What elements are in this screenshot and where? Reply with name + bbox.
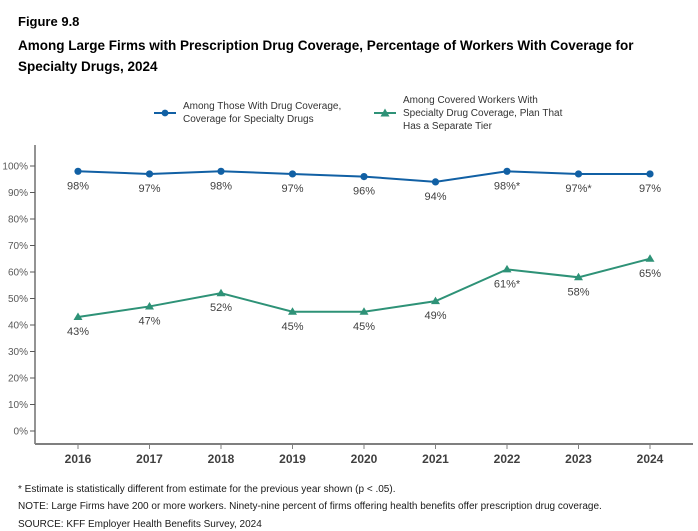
y-axis-tick-label: 70%	[8, 241, 28, 252]
x-axis-tick-label: 2018	[208, 452, 235, 466]
data-point-triangle-marker	[574, 272, 583, 281]
line-chart: 0% 10% 20% 30% 40% 50% 60% 70% 80% 90% 100% 2016 201…	[0, 137, 698, 477]
y-axis-tick-label: 100%	[2, 161, 28, 172]
data-point-label: 98%	[67, 180, 89, 192]
chart-plot-area: 0% 10% 20% 30% 40% 50% 60% 70% 80% 90% 100% 2016 201…	[2, 144, 693, 466]
data-point-triangle-marker	[502, 264, 512, 273]
data-point-label: 45%	[353, 321, 375, 333]
data-point-label: 45%	[281, 321, 303, 333]
legend-label: Among Covered Workers With Specialty Dru…	[403, 94, 563, 132]
data-point-triangle-marker	[216, 288, 226, 297]
footnote-source: SOURCE: KFF Employer Health Benefits Sur…	[18, 518, 262, 530]
x-axis-tick-label: 2023	[565, 452, 592, 466]
data-point-circle-marker	[431, 178, 440, 186]
data-point-label: 97%	[639, 183, 661, 195]
y-axis-tick-label: 40%	[8, 320, 28, 331]
data-point-label: 61%*	[494, 278, 521, 290]
x-axis-tick-label: 2021	[422, 452, 449, 466]
legend-circle-marker	[161, 109, 169, 117]
figure-title: Among Large Firms with Prescription Drug…	[18, 38, 634, 74]
data-point-label: 58%	[567, 286, 589, 298]
figure-header: Figure 9.8 Among Large Firms with Prescr…	[0, 0, 698, 78]
legend-item: Among Those With Drug Coverage, Coverage…	[153, 100, 363, 126]
legend-line-circle-icon	[154, 109, 176, 117]
data-point-triangle-marker	[145, 301, 154, 310]
data-point-label: 49%	[424, 310, 446, 322]
data-point-label: 97%*	[565, 183, 592, 195]
data-point-circle-marker	[574, 170, 583, 178]
data-point-label: 94%	[424, 191, 446, 203]
y-axis-tick-label: 50%	[8, 294, 28, 305]
y-axis-tick-label: 20%	[8, 373, 28, 384]
data-point-triangle-marker	[645, 254, 655, 262]
y-axis-tick-label: 80%	[8, 214, 28, 225]
data-point-triangle-marker	[431, 296, 440, 304]
data-point-circle-marker	[145, 170, 154, 178]
data-point-label: 43%	[67, 326, 89, 338]
data-point-circle-marker	[288, 170, 297, 178]
data-point-label: 97%	[138, 183, 160, 195]
footnote-significance: * Estimate is statistically different fr…	[18, 483, 396, 495]
data-point-circle-marker	[360, 172, 368, 181]
y-axis-tick-label: 30%	[8, 347, 28, 358]
legend-item: Among Covered Workers With Specialty Dru…	[373, 94, 575, 133]
data-point-label: 98%	[210, 180, 232, 192]
x-axis-tick-label: 2017	[136, 452, 163, 466]
legend-triangle-marker	[380, 108, 390, 117]
data-point-label: 97%	[281, 183, 303, 195]
data-point-circle-marker	[503, 167, 511, 175]
x-axis-tick-label: 2024	[637, 452, 664, 466]
data-point-label: 96%	[353, 185, 375, 197]
data-point-triangle-marker	[288, 307, 297, 315]
y-axis-tick-label: 0%	[14, 426, 29, 437]
x-axis-tick-label: 2020	[351, 452, 378, 466]
x-axis-tick-label: 2016	[65, 452, 92, 466]
data-point-label: 65%	[639, 268, 661, 280]
data-point-triangle-marker	[73, 312, 83, 320]
y-axis-tick-label: 10%	[8, 400, 28, 411]
data-point-label: 47%	[138, 315, 160, 327]
legend-line-triangle-icon	[374, 108, 396, 117]
data-point-label: 52%	[210, 302, 232, 314]
data-point-label: 98%*	[494, 180, 521, 192]
y-axis-tick-label: 90%	[8, 188, 28, 199]
data-point-circle-marker	[217, 167, 225, 175]
data-point-circle-marker	[646, 170, 654, 178]
data-point-triangle-marker	[359, 307, 369, 315]
footnote-note: NOTE: Large Firms have 200 or more worke…	[18, 501, 602, 513]
figure-number: Figure 9.8	[18, 14, 80, 29]
chart-legend: Among Those With Drug Coverage, Coverage…	[30, 94, 698, 133]
legend-label: Among Those With Drug Coverage, Coverage…	[183, 101, 342, 126]
data-point-circle-marker	[74, 167, 82, 175]
y-axis-tick-label: 60%	[8, 267, 28, 278]
x-axis-tick-label: 2019	[279, 452, 306, 466]
x-axis-tick-label: 2022	[494, 452, 521, 466]
footnotes: * Estimate is statistically different fr…	[0, 477, 698, 531]
